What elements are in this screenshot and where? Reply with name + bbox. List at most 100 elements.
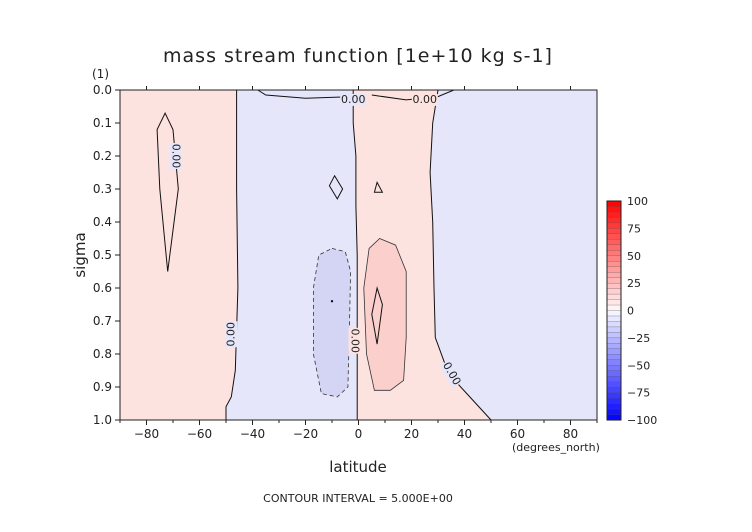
colorbar-segment	[606, 326, 622, 333]
y-tick-label: 0.5	[93, 248, 112, 262]
contour-plus5-solid	[363, 238, 407, 391]
colorbar-tick-label: −50	[627, 359, 650, 372]
zero-contour-northern-boundary	[429, 89, 492, 421]
zero-contour-small-diamond-right	[373, 181, 384, 193]
y-axis-unit: (1)	[92, 67, 109, 81]
x-tick-label: 60	[510, 427, 525, 441]
x-tick-label: 80	[563, 427, 578, 441]
colorbar-segment	[606, 206, 622, 213]
colorbar-segment	[606, 348, 622, 355]
colorbar-segment	[606, 293, 622, 301]
y-tick-label: 0.8	[93, 347, 112, 361]
colorbar-segment	[606, 244, 622, 251]
colorbar-segment	[606, 332, 622, 339]
contour-label-bg	[348, 327, 361, 354]
x-tick-label: 0	[355, 427, 363, 441]
colorbar-segment	[606, 310, 622, 317]
zero-contour-south-spike	[156, 111, 179, 272]
x-tick-label: 20	[404, 427, 419, 441]
colorbar-tick-label: 50	[627, 250, 641, 263]
colorbar-segment	[606, 261, 622, 268]
y-axis-ticks: 0.0 0.1 0.2 0.3 0.4 0.5 0.6 0.7 0.8 0.9 1.0	[93, 83, 120, 427]
colorbar-segment	[606, 370, 622, 377]
colorbar-segment	[606, 321, 622, 328]
negative-region-north	[430, 90, 597, 420]
contour-label-bg	[439, 359, 463, 389]
y-tick-label: 1.0	[93, 413, 112, 427]
colorbar-segment	[606, 403, 622, 410]
colorbar: 100 75 50 25 0 −25 −50 −75 −100	[606, 195, 657, 427]
colorbar-segment	[606, 228, 622, 235]
colorbar-segment	[606, 233, 622, 240]
negative-cell-minus5	[313, 248, 351, 397]
contour-label-group: 0.00	[169, 143, 183, 169]
colorbar-tick-label: −75	[627, 387, 650, 400]
y-tick-label: 0.9	[93, 380, 112, 394]
colorbar-segment	[606, 217, 622, 224]
contour-label-group: 0.00	[348, 327, 362, 354]
colorbar-segment	[606, 343, 622, 350]
colorbar-segment	[606, 277, 622, 284]
colorbar-tick-label: 0	[627, 305, 634, 318]
positive-cell-plus5	[363, 238, 407, 391]
zero-contour-southern-boundary	[225, 90, 239, 420]
x-axis-unit: (degrees_north)	[512, 441, 600, 454]
colorbar-segment	[606, 288, 622, 295]
colorbar-frame	[606, 200, 622, 421]
colorbar-segment	[606, 255, 622, 262]
colorbar-tick-label: −25	[627, 332, 650, 345]
colorbar-segment	[606, 315, 622, 323]
y-tick-label: 0.6	[93, 281, 112, 295]
x-axis-ticks: −80 −60 −40 −20 0 20 40 60 80	[119, 86, 598, 441]
colorbar-segment	[606, 386, 622, 394]
colorbar-segment	[606, 304, 622, 312]
zero-contour-small-diamond-left	[328, 174, 344, 200]
y-tick-label: 0.3	[93, 182, 112, 196]
y-axis-label: sigma	[71, 232, 89, 277]
x-tick-label: −80	[134, 427, 159, 441]
colorbar-segment	[606, 239, 622, 246]
y-tick-label: 0.0	[93, 83, 112, 97]
colorbar-segment	[606, 359, 622, 366]
colorbar-segment	[606, 222, 622, 229]
colorbar-segment	[606, 376, 622, 383]
contour-label-group: 0.00	[224, 321, 238, 348]
colorbar-segment	[606, 381, 622, 388]
contour-label: 0.00	[413, 93, 438, 106]
x-axis-label: latitude	[329, 458, 387, 476]
x-tick-label: −20	[293, 427, 318, 441]
colorbar-segment	[606, 354, 622, 361]
y-tick-label: 0.2	[93, 149, 112, 163]
contour-interval-note: CONTOUR INTERVAL = 5.000E+00	[263, 492, 453, 505]
contour-label-bg	[340, 93, 367, 106]
colorbar-segment	[606, 392, 622, 399]
contour-minus5-dashed	[313, 247, 352, 398]
contour-label-bg	[411, 93, 438, 106]
colorbar-segment	[606, 408, 622, 416]
colorbar-segment	[606, 337, 622, 344]
colorbar-segment	[606, 282, 622, 290]
colorbar-segment	[606, 200, 622, 208]
x-tick-label: −60	[187, 427, 212, 441]
y-tick-label: 0.1	[93, 116, 112, 130]
contour-label-group: 0.00	[340, 93, 367, 106]
chart-title: mass stream function [1e+10 kg s-1]	[163, 45, 553, 67]
contour-label: 0.00	[341, 93, 366, 106]
zero-contour-equator	[352, 90, 358, 420]
colorbar-segment	[606, 266, 622, 273]
colorbar-tick-label: 75	[627, 222, 641, 235]
colorbar-segment	[606, 397, 622, 405]
contour-inner-diamond	[371, 286, 383, 345]
contour-label-bg	[169, 143, 182, 169]
contour-label-group: 0.00	[411, 93, 438, 106]
x-tick-label: −40	[240, 427, 265, 441]
colorbar-segment	[606, 211, 622, 218]
y-tick-label: 0.7	[93, 314, 112, 328]
colorbar-tick-label: 100	[627, 195, 648, 208]
x-tick-label: 40	[457, 427, 472, 441]
colorbar-segment	[606, 365, 622, 372]
colorbar-tick-label: 25	[627, 277, 641, 290]
contour-label: 0.00	[170, 144, 183, 169]
contour-label: 0.00	[349, 329, 362, 354]
